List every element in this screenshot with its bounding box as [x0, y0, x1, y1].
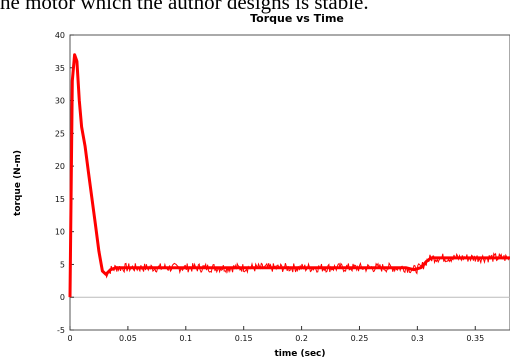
- y-tick-label: 15: [55, 195, 65, 204]
- x-tick-label: 0.05: [119, 334, 137, 343]
- y-tick-label: 10: [55, 228, 65, 237]
- plot-frame: [69, 34, 510, 331]
- series-line-torque: [68, 53, 510, 298]
- y-tick-label: 30: [55, 97, 65, 106]
- y-tick-label: 35: [55, 64, 65, 73]
- y-tick-label: 20: [55, 162, 65, 171]
- x-axis-label: time (sec): [274, 349, 325, 359]
- x-tick-label: 0.25: [351, 334, 369, 343]
- y-tick-label: 5: [60, 260, 65, 269]
- x-tick-label: 0.15: [235, 334, 253, 343]
- x-axis-ticks: 0 0.05 0.1 0.15 0.2 0.25 0.3 0.35: [67, 326, 484, 343]
- x-tick-label: 0.2: [295, 334, 308, 343]
- x-tick-label: 0: [67, 334, 72, 343]
- x-tick-label: 0.35: [466, 334, 484, 343]
- y-tick-label: 40: [55, 31, 65, 40]
- y-axis-label: torque (N-m): [13, 150, 23, 216]
- y-tick-label: -5: [57, 326, 65, 335]
- y-tick-label: 25: [55, 129, 65, 138]
- x-tick-label: 0.3: [411, 334, 424, 343]
- x-tick-label: 0.1: [179, 334, 192, 343]
- y-tick-label: 0: [60, 293, 65, 302]
- chart-title: Torque vs Time: [250, 12, 344, 25]
- series-noise-band: [104, 252, 510, 279]
- caption-text: he motor which the author designs is sta…: [0, 0, 369, 14]
